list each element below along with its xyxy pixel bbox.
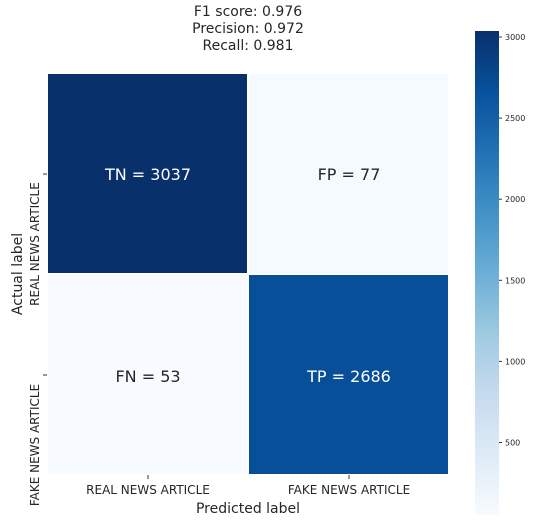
colorbar-tick-label: 1000 — [505, 357, 525, 366]
colorbar: 500 1000 1500 2000 2500 3000 — [475, 31, 525, 515]
y-tick-label-fake: FAKE NEWS ARTICLE — [28, 384, 42, 506]
x-tick-label-real: REAL NEWS ARTICLE — [86, 483, 210, 497]
title-f1: F1 score: 0.976 — [194, 4, 302, 20]
cell-tn — [46, 72, 249, 275]
heatmap-cells — [46, 72, 450, 476]
colorbar-tick-label: 500 — [505, 438, 520, 447]
cell-annotations: TN = 3037 FP = 77 FN = 53 TP = 2686 — [104, 165, 391, 386]
cell-fp — [247, 72, 450, 275]
colorbar-ticks: 500 1000 1500 2000 2500 3000 — [499, 33, 525, 447]
cell-label-tn: TN = 3037 — [104, 165, 191, 184]
y-axis: REAL NEWS ARTICLE FAKE NEWS ARTICLE Actu… — [10, 173, 47, 506]
colorbar-gradient — [475, 31, 499, 515]
colorbar-tick-label: 3000 — [505, 33, 525, 42]
cell-tp — [247, 273, 450, 476]
cell-fn — [46, 273, 249, 476]
x-tick-label-fake: FAKE NEWS ARTICLE — [288, 483, 410, 497]
cell-label-fn: FN = 53 — [115, 367, 180, 386]
colorbar-tick-label: 2000 — [505, 195, 525, 204]
title-precision: Precision: 0.972 — [192, 21, 304, 37]
x-axis-label: Predicted label — [196, 501, 300, 517]
colorbar-tick-label: 2500 — [505, 114, 525, 123]
cell-label-fp: FP = 77 — [318, 165, 381, 184]
chart-title: F1 score: 0.976 Precision: 0.972 Recall:… — [192, 4, 304, 54]
colorbar-tick-label: 1500 — [505, 276, 525, 285]
cell-label-tp: TP = 2686 — [306, 367, 391, 386]
y-tick-label-real: REAL NEWS ARTICLE — [28, 182, 42, 306]
title-recall: Recall: 0.981 — [202, 38, 293, 54]
y-axis-label: Actual label — [10, 233, 26, 315]
x-axis: REAL NEWS ARTICLE FAKE NEWS ARTICLE Pred… — [86, 475, 410, 517]
